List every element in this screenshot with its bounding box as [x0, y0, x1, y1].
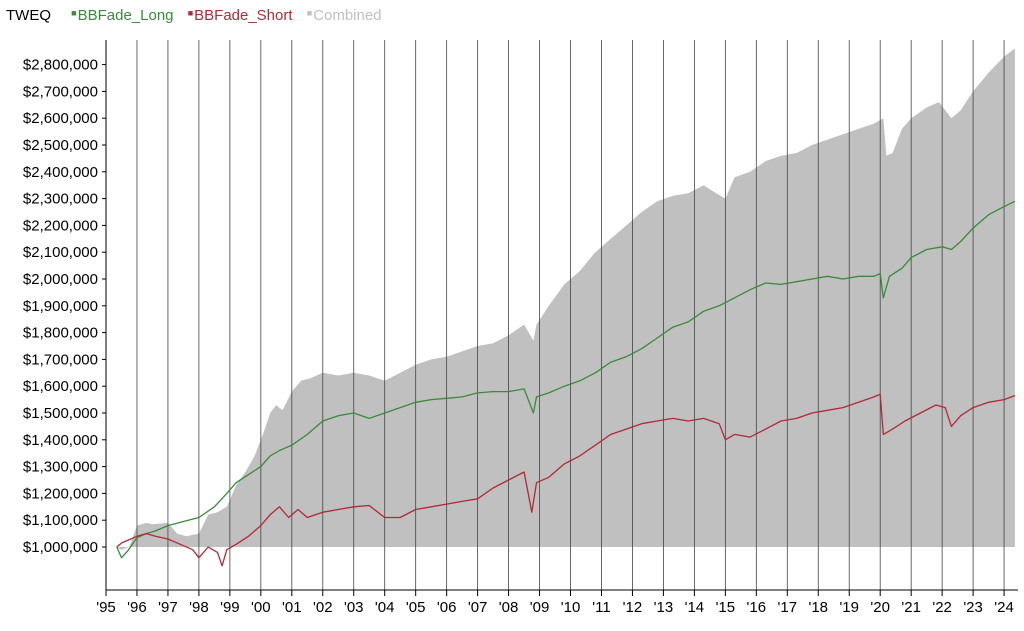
x-tick-label: '95 — [96, 599, 116, 616]
x-tick-label: '97 — [158, 599, 178, 616]
x-tick-label: '23 — [963, 599, 983, 616]
y-tick-label: $1,900,000 — [23, 298, 98, 315]
x-tick-label: '10 — [561, 599, 581, 616]
x-tick-label: '21 — [901, 599, 921, 616]
legend-label-combined: Combined — [313, 7, 382, 24]
x-tick-label: '11 — [592, 599, 610, 616]
x-tick-label: '98 — [189, 599, 209, 616]
x-tick-label: '09 — [530, 599, 550, 616]
chart-title: TWEQ — [6, 7, 51, 24]
legend-item-long[interactable]: ■BBFade_Long — [71, 7, 173, 24]
x-tick-label: '07 — [468, 599, 488, 616]
y-tick-label: $2,400,000 — [23, 164, 98, 181]
y-tick-label: $2,500,000 — [23, 137, 98, 154]
y-tick-label: $1,100,000 — [23, 512, 98, 529]
x-tick-label: '18 — [808, 599, 828, 616]
y-tick-label: $1,400,000 — [23, 432, 98, 449]
legend-item-combined[interactable]: ■Combined — [307, 7, 382, 24]
y-tick-label: $2,700,000 — [23, 83, 98, 100]
series-line-long — [116, 200, 1016, 559]
legend: TWEQ ■BBFade_Long ■BBFade_Short ■Combine… — [6, 7, 392, 24]
series-area-combined — [116, 48, 1015, 550]
y-tick-label: $1,600,000 — [23, 378, 98, 395]
legend-swatch-combined: ■ — [306, 8, 313, 18]
y-tick-label: $2,600,000 — [23, 110, 98, 127]
y-tick-label: $1,000,000 — [23, 539, 98, 556]
x-tick-label: '24 — [994, 599, 1014, 616]
x-tick-label: '13 — [654, 599, 674, 616]
x-tick-label: '08 — [499, 599, 519, 616]
x-tick-label: '20 — [870, 599, 890, 616]
x-tick-label: '14 — [685, 599, 705, 616]
y-tick-label: $1,800,000 — [23, 325, 98, 342]
x-tick-label: '06 — [437, 599, 457, 616]
y-tick-label: $2,800,000 — [23, 57, 98, 74]
x-tick-label: '12 — [623, 599, 643, 616]
y-tick-label: $1,300,000 — [23, 459, 98, 476]
y-tick-label: $1,700,000 — [23, 351, 98, 368]
x-tick-label: '00 — [251, 599, 271, 616]
x-tick-label: '04 — [375, 599, 395, 616]
x-tick-label: '17 — [778, 599, 798, 616]
x-tick-label: '19 — [839, 599, 859, 616]
y-tick-label: $2,100,000 — [23, 244, 98, 261]
x-tick-label: '22 — [932, 599, 952, 616]
x-tick-label: '15 — [716, 599, 736, 616]
y-tick-label: $1,500,000 — [23, 405, 98, 422]
x-tick-label: '05 — [406, 599, 426, 616]
x-tick-label: '03 — [344, 599, 364, 616]
x-tick-label: '01 — [282, 599, 302, 616]
x-tick-label: '02 — [313, 599, 333, 616]
x-tick-label: '96 — [127, 599, 147, 616]
y-tick-label: $1,200,000 — [23, 485, 98, 502]
legend-label-long: BBFade_Long — [77, 7, 174, 24]
x-tick-label: '16 — [747, 599, 767, 616]
legend-swatch-long: ■ — [71, 8, 77, 18]
series-line-short — [116, 393, 1016, 567]
legend-swatch-short: ■ — [187, 8, 194, 18]
y-tick-label: $2,300,000 — [23, 191, 98, 208]
y-tick-label: $2,000,000 — [23, 271, 98, 288]
legend-item-short[interactable]: ■BBFade_Short — [188, 7, 293, 24]
legend-label-short: BBFade_Short — [194, 7, 293, 24]
x-tick-label: '99 — [220, 599, 240, 616]
y-tick-label: $2,200,000 — [23, 217, 98, 234]
